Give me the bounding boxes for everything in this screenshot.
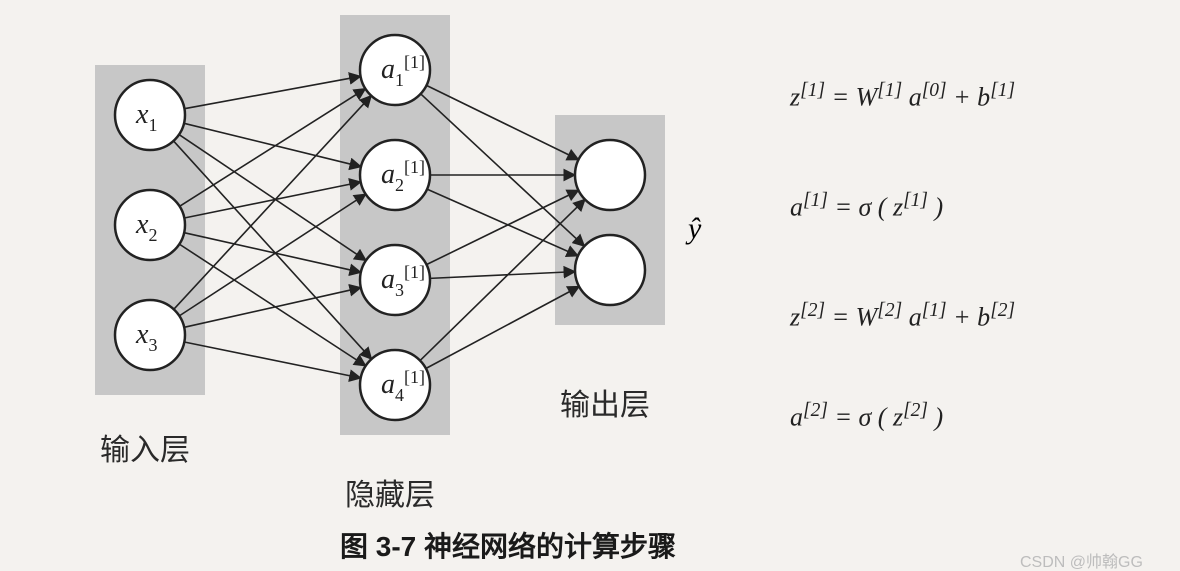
edge — [179, 135, 366, 261]
edge — [184, 123, 361, 166]
equation-z1: z[1] = W[1] a[0] + b[1] — [790, 80, 1015, 113]
node-y1 — [575, 140, 645, 210]
edge — [179, 194, 365, 316]
input-layer-label: 输入层 — [100, 425, 190, 469]
edge — [180, 89, 366, 207]
edge — [430, 272, 575, 279]
y-hat-label: ŷ — [688, 212, 701, 246]
edge — [184, 288, 361, 328]
figure-page: x1x2x3a1[1]a2[1]a3[1]a4[1] 输入层 隐藏层 输出层 ŷ… — [0, 0, 1180, 571]
hidden-layer-label: 隐藏层 — [345, 470, 435, 514]
edge — [179, 244, 365, 366]
equation-a2: a[2] = σ ( z[2] ) — [790, 400, 943, 433]
equation-z2: z[2] = W[2] a[1] + b[2] — [790, 300, 1015, 333]
edge — [184, 342, 360, 378]
figure-caption: 图 3-7 神经网络的计算步骤 — [340, 525, 676, 565]
watermark-text: CSDN @帅翰GG — [1020, 548, 1143, 571]
node-y2 — [575, 235, 645, 305]
equation-a1: a[1] = σ ( z[1] ) — [790, 190, 943, 223]
edge — [184, 76, 360, 108]
output-layer-label: 输出层 — [560, 380, 650, 424]
